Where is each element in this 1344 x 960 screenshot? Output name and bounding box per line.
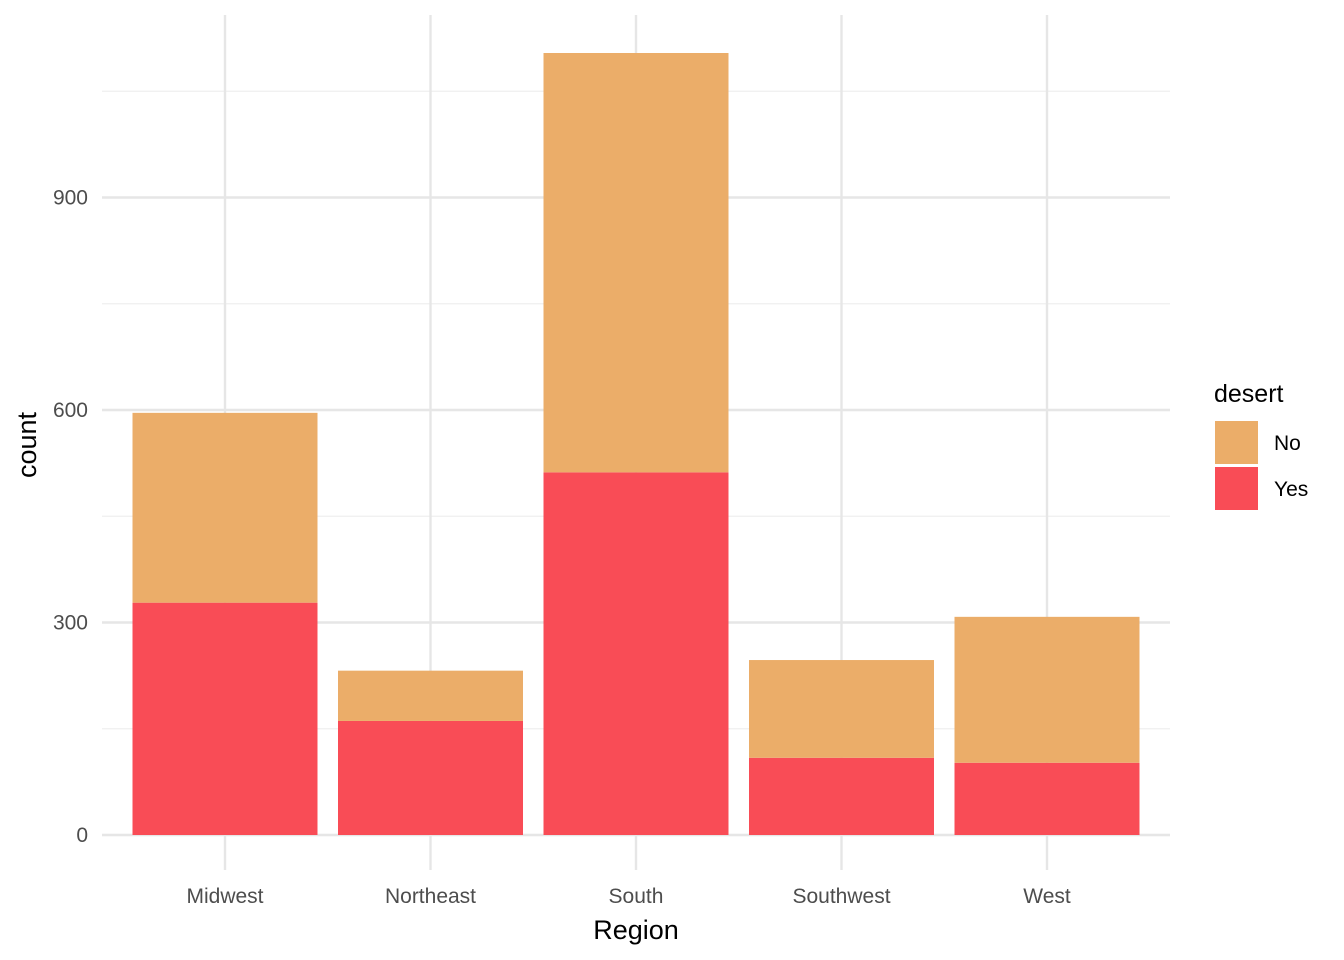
x-tick-label: South <box>609 885 664 908</box>
bar-south-yes <box>543 472 729 835</box>
legend-key-yes <box>1215 467 1258 510</box>
legend-label-no: No <box>1274 432 1301 455</box>
y-tick-label: 0 <box>76 824 88 847</box>
legend-key-no <box>1215 421 1258 464</box>
y-axis: 0 300 600 900 <box>53 187 88 848</box>
bar-southwest-yes <box>749 757 934 835</box>
y-axis-title: count <box>12 411 42 478</box>
x-tick-label: West <box>1023 885 1071 908</box>
bar-southwest-no <box>749 660 934 758</box>
y-tick-label: 300 <box>53 612 88 635</box>
x-tick-label: Northeast <box>385 885 476 908</box>
bar-west-no <box>954 616 1140 763</box>
bar-south-no <box>543 53 729 473</box>
x-tick-label: Midwest <box>186 885 263 908</box>
bar-northeast-yes <box>338 720 523 835</box>
bar-west-yes <box>954 762 1140 835</box>
bar-midwest-no <box>132 412 318 603</box>
bar-northeast-no <box>338 670 523 721</box>
legend: desert No Yes <box>1214 380 1308 510</box>
x-axis-title: Region <box>593 915 679 945</box>
y-tick-label: 600 <box>53 399 88 422</box>
legend-title: desert <box>1214 380 1284 408</box>
y-tick-label: 900 <box>53 187 88 210</box>
x-tick-label: Southwest <box>792 885 890 908</box>
x-axis: Midwest Northeast South Southwest West <box>186 885 1070 908</box>
bar-midwest-yes <box>132 602 318 835</box>
legend-label-yes: Yes <box>1274 478 1308 501</box>
bars <box>132 53 1140 835</box>
